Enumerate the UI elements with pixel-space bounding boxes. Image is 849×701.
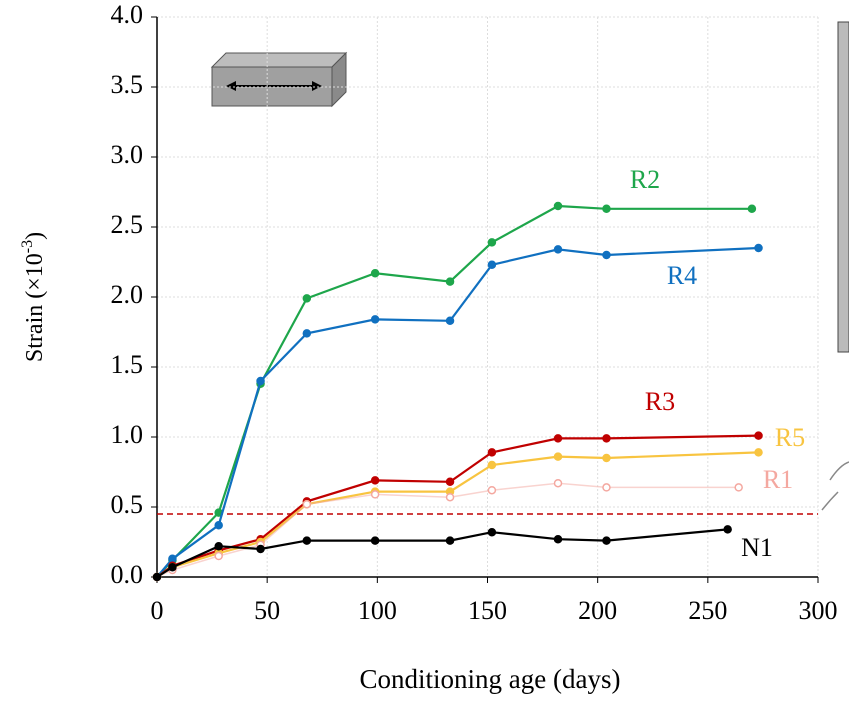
data-point: [168, 554, 177, 564]
data-point: [445, 277, 455, 286]
data-point: [602, 434, 611, 443]
data-point: [302, 536, 312, 545]
data-point: [723, 525, 732, 534]
data-point: [754, 431, 763, 440]
data-point: [370, 536, 380, 545]
x-tick-label: 50: [254, 596, 280, 625]
data-point: [302, 329, 312, 338]
series-label: R2: [630, 165, 660, 194]
data-point: [602, 204, 611, 214]
data-point: [487, 238, 497, 247]
data-point: [256, 376, 265, 386]
x-tick-label: 300: [799, 596, 838, 625]
data-point: [445, 536, 455, 545]
specimen-icon: [210, 51, 348, 108]
data-point: [487, 527, 497, 537]
data-point: [302, 294, 312, 303]
callout-arrow: [821, 491, 839, 511]
data-point: [214, 541, 223, 551]
y-tick-label: 0.0: [111, 560, 144, 589]
data-point: [602, 250, 611, 260]
data-point: [370, 476, 380, 485]
data-point: [602, 453, 611, 463]
series-label: R5: [775, 423, 805, 452]
y-tick-label: 1.0: [111, 420, 144, 449]
data-point: [734, 483, 743, 492]
photo-inset: [837, 21, 849, 353]
y-tick-label: 3.5: [111, 70, 144, 99]
data-point: [445, 477, 455, 487]
y-tick-label: 3.0: [111, 140, 144, 169]
y-label-main: Strain (×10: [22, 253, 48, 362]
x-axis-label: Conditioning age (days): [360, 664, 621, 694]
y-label-exponent: -3: [19, 240, 36, 253]
data-point: [168, 562, 177, 572]
y-tick-label: 4.0: [111, 0, 144, 29]
data-point: [445, 492, 455, 502]
data-point: [553, 201, 563, 211]
data-point: [487, 448, 497, 457]
data-point: [747, 204, 757, 214]
data-point: [487, 460, 497, 470]
x-tick-label: 100: [358, 596, 397, 625]
series-label: N1: [741, 533, 773, 562]
data-point: [370, 315, 380, 324]
data-point: [553, 434, 563, 443]
data-point: [487, 485, 497, 495]
data-point: [602, 483, 611, 492]
data-point: [553, 534, 563, 544]
y-label-suffix: ): [22, 232, 48, 240]
data-point: [214, 551, 223, 561]
data-point: [214, 520, 223, 530]
data-point: [602, 536, 611, 545]
series-label: R4: [667, 261, 697, 290]
y-tick-label: 2.5: [111, 210, 144, 239]
data-point: [487, 260, 497, 270]
data-point: [445, 316, 455, 326]
series-label: R1: [763, 465, 793, 494]
data-point: [152, 572, 162, 582]
data-point: [754, 448, 763, 457]
series-line: [156, 528, 728, 578]
x-tick-label: 0: [151, 596, 164, 625]
data-point: [754, 243, 763, 253]
y-tick-label: 1.5: [111, 350, 144, 379]
x-tick-label: 200: [578, 596, 617, 625]
data-point: [553, 452, 563, 461]
data-point: [256, 544, 265, 554]
x-tick-label: 150: [468, 596, 507, 625]
callout-curve: [829, 461, 849, 481]
y-tick-label: 0.5: [111, 490, 144, 519]
data-point: [370, 490, 380, 499]
y-axis-label: Strain (×10-3): [19, 232, 48, 362]
data-point: [553, 478, 563, 488]
data-point: [553, 245, 563, 254]
data-point: [302, 499, 312, 509]
series-label: R3: [645, 387, 675, 416]
data-point: [370, 268, 380, 278]
y-tick-label: 2.0: [111, 280, 144, 309]
x-tick-label: 250: [688, 596, 727, 625]
